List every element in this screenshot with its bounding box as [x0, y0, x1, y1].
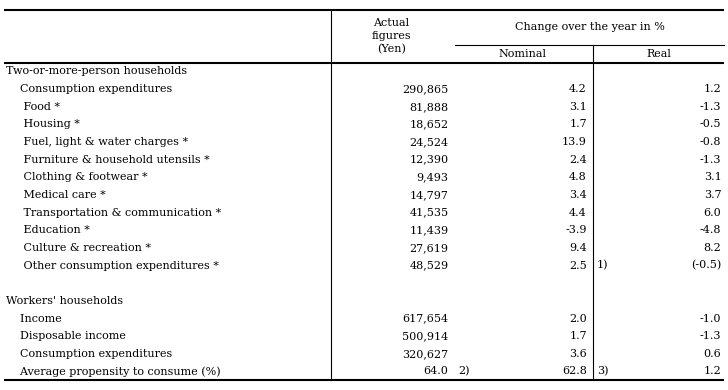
Text: 2.5: 2.5 [569, 261, 587, 271]
Text: 6.0: 6.0 [704, 207, 721, 218]
Text: 290,865: 290,865 [402, 84, 448, 94]
Text: -1.3: -1.3 [700, 155, 721, 165]
Text: 27,619: 27,619 [409, 243, 448, 253]
Text: -1.3: -1.3 [700, 331, 721, 341]
Text: 4.4: 4.4 [569, 207, 587, 218]
Text: 3): 3) [597, 366, 609, 377]
Text: Actual
figures
(Yen): Actual figures (Yen) [371, 18, 411, 55]
Text: 48,529: 48,529 [409, 261, 448, 271]
Text: 4.2: 4.2 [569, 84, 587, 94]
Text: Change over the year in %: Change over the year in % [515, 22, 665, 32]
Text: Medical care *: Medical care * [6, 190, 106, 200]
Text: 24,524: 24,524 [409, 137, 448, 147]
Text: 3.1: 3.1 [704, 172, 721, 183]
Text: 12,390: 12,390 [409, 155, 448, 165]
Text: 617,654: 617,654 [403, 314, 448, 323]
Text: 18,652: 18,652 [409, 119, 448, 129]
Text: -1.0: -1.0 [700, 314, 721, 323]
Text: 2): 2) [459, 366, 470, 377]
Text: Disposable income: Disposable income [6, 331, 126, 341]
Text: -1.3: -1.3 [700, 102, 721, 112]
Text: 1): 1) [597, 261, 609, 271]
Text: 2.0: 2.0 [569, 314, 587, 323]
Text: 11,439: 11,439 [409, 225, 448, 235]
Text: -3.9: -3.9 [565, 225, 587, 235]
Text: 64.0: 64.0 [424, 367, 448, 376]
Text: 81,888: 81,888 [409, 102, 448, 112]
Text: 3.4: 3.4 [569, 190, 587, 200]
Text: 9,493: 9,493 [416, 172, 448, 183]
Text: Consumption expenditures: Consumption expenditures [6, 84, 172, 94]
Text: Nominal: Nominal [499, 49, 546, 59]
Text: 62.8: 62.8 [562, 367, 587, 376]
Text: -0.5: -0.5 [700, 119, 721, 129]
Text: 3.6: 3.6 [569, 349, 587, 359]
Text: Culture & recreation *: Culture & recreation * [6, 243, 151, 253]
Text: 8.2: 8.2 [704, 243, 721, 253]
Text: 13.9: 13.9 [562, 137, 587, 147]
Text: Two-or-more-person households: Two-or-more-person households [6, 67, 187, 76]
Text: 500,914: 500,914 [402, 331, 448, 341]
Text: Food *: Food * [6, 102, 60, 112]
Text: Average propensity to consume (%): Average propensity to consume (%) [6, 366, 221, 377]
Text: Consumption expenditures: Consumption expenditures [6, 349, 172, 359]
Text: 1.2: 1.2 [704, 84, 721, 94]
Text: 2.4: 2.4 [569, 155, 587, 165]
Text: Workers' households: Workers' households [6, 296, 123, 306]
Text: Income: Income [6, 314, 62, 323]
Text: 1.7: 1.7 [569, 331, 587, 341]
Text: 9.4: 9.4 [569, 243, 587, 253]
Text: 14,797: 14,797 [410, 190, 448, 200]
Text: Housing *: Housing * [6, 119, 79, 129]
Text: 0.6: 0.6 [704, 349, 721, 359]
Text: Other consumption expenditures *: Other consumption expenditures * [6, 261, 218, 271]
Text: 1.7: 1.7 [569, 119, 587, 129]
Text: Education *: Education * [6, 225, 90, 235]
Text: Clothing & footwear *: Clothing & footwear * [6, 172, 148, 183]
Text: Real: Real [646, 49, 671, 59]
Text: 4.8: 4.8 [569, 172, 587, 183]
Text: -4.8: -4.8 [700, 225, 721, 235]
Text: 41,535: 41,535 [409, 207, 448, 218]
Text: -0.8: -0.8 [700, 137, 721, 147]
Text: Furniture & household utensils *: Furniture & household utensils * [6, 155, 210, 165]
Text: (-0.5): (-0.5) [691, 261, 721, 271]
Text: 3.7: 3.7 [704, 190, 721, 200]
Text: 1.2: 1.2 [704, 367, 721, 376]
Text: 3.1: 3.1 [569, 102, 587, 112]
Text: Transportation & communication *: Transportation & communication * [6, 207, 221, 218]
Text: Fuel, light & water charges *: Fuel, light & water charges * [6, 137, 188, 147]
Text: 320,627: 320,627 [403, 349, 448, 359]
